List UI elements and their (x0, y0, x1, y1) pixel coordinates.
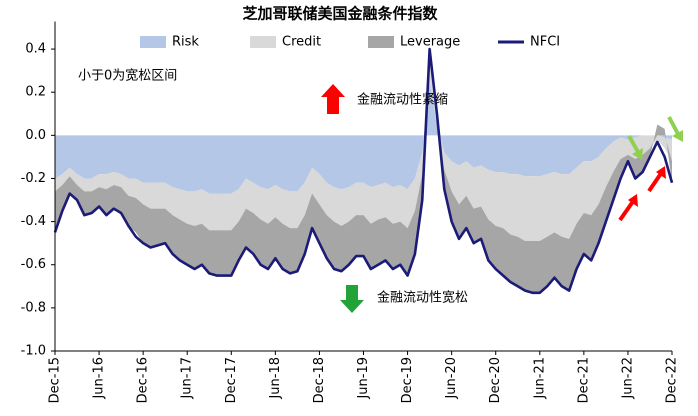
green-arrow (627, 135, 640, 153)
x-tick-label: Dec-18 (312, 357, 327, 403)
up-arrow (321, 84, 345, 114)
y-tick-label: -0.4 (21, 214, 46, 229)
red-arrow-head (628, 194, 638, 207)
area (55, 49, 672, 293)
red-arrow (618, 198, 636, 222)
legend-swatch (140, 36, 166, 48)
x-tick-label: Dec-16 (136, 357, 151, 403)
y-tick-label: 0.4 (25, 42, 46, 57)
annotation: 金融流动性紧缩 (357, 92, 448, 108)
y-tick-label: 0.2 (25, 85, 46, 100)
x-tick-label: Jun-22 (620, 357, 635, 400)
x-tick-label: Dec-19 (400, 357, 415, 403)
x-tick-label: Dec-15 (48, 357, 63, 403)
down-arrow (340, 285, 364, 313)
y-tick-label: -1.0 (21, 344, 46, 359)
annotation: 金融流动性宽松 (377, 290, 468, 306)
x-tick-label: Dec-22 (665, 357, 680, 403)
legend-label: Credit (282, 35, 321, 50)
trend-arrows (618, 116, 683, 222)
x-tick-label: Jun-21 (532, 357, 547, 400)
legend-label: Risk (172, 35, 199, 50)
x-tick-label: Dec-17 (224, 357, 239, 403)
legend: Risk Credit Leverage NFCI (140, 35, 560, 50)
x-tick-label: Dec-20 (488, 357, 503, 403)
green-arrow (667, 116, 680, 135)
plot-area: -1.0 -0.8 -0.6 -0.4 -0.2 0.0 0.2 0.4 Dec-15 Jun-1… (21, 21, 680, 403)
x-tick-label: Jun-18 (268, 357, 283, 400)
y-tick-label: 0.0 (25, 128, 46, 143)
green-arrow-head (632, 148, 643, 160)
y-tick-label: -0.2 (21, 171, 46, 186)
area (55, 81, 672, 194)
x-tick-label: Jun-16 (92, 357, 107, 400)
x-tick-label: Jun-19 (356, 357, 371, 400)
x-tick-label: Jun-17 (180, 357, 195, 400)
legend-swatch (368, 36, 394, 48)
green-arrow-head (672, 130, 683, 142)
legend-label: Leverage (400, 35, 460, 50)
legend-swatch (250, 36, 276, 48)
y-tick-label: -0.6 (21, 257, 46, 272)
chart-title: 芝加哥联储美国金融条件指数 (242, 5, 438, 23)
red-arrow (647, 170, 664, 193)
legend-label: NFCI (530, 35, 560, 50)
y-tick-label: -0.8 (21, 300, 46, 315)
x-tick-label: Dec-21 (576, 357, 591, 403)
area (55, 59, 672, 242)
annotation: 小于0为宽松区间 (78, 68, 177, 84)
x-tick-label: Jun-20 (444, 357, 459, 400)
line (53, 47, 674, 295)
red-arrow-head (656, 166, 666, 179)
